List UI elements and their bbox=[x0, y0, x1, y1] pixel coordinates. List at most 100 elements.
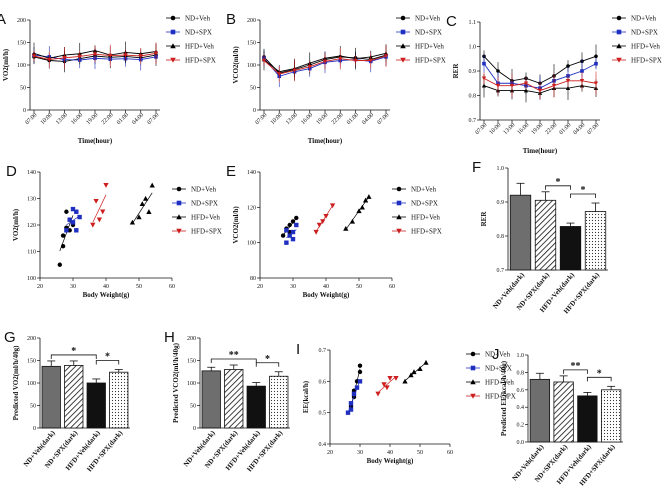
data-point bbox=[393, 376, 399, 381]
significance-label: * bbox=[581, 185, 586, 196]
data-point bbox=[74, 228, 79, 233]
data-point bbox=[375, 391, 381, 397]
y-axis-title: VCO2(ml/h) bbox=[232, 206, 240, 244]
data-point bbox=[565, 85, 571, 90]
data-point bbox=[92, 52, 98, 57]
data-point bbox=[287, 222, 292, 228]
regression-line bbox=[132, 192, 153, 224]
y-axis-title: VO2(ml/h) bbox=[12, 208, 20, 241]
data-point bbox=[417, 366, 423, 371]
data-point bbox=[320, 219, 326, 225]
x-tick-label: 04:00 bbox=[131, 112, 145, 126]
panel-label: A bbox=[0, 11, 6, 28]
x-tick-label: 30 bbox=[357, 450, 363, 456]
data-point bbox=[423, 359, 429, 365]
data-point bbox=[357, 369, 363, 375]
x-tick-label: 10:00 bbox=[40, 112, 54, 126]
data-point bbox=[357, 379, 363, 384]
legend-label: HFD+SPX bbox=[191, 228, 222, 236]
y-tick-label: 0.8 bbox=[469, 94, 477, 100]
x-tick-label: 16:00 bbox=[70, 112, 84, 126]
data-point bbox=[290, 219, 296, 224]
data-point bbox=[77, 54, 82, 59]
bar bbox=[246, 385, 266, 429]
y-tick-label: 0.2 bbox=[517, 423, 525, 429]
panel-label: E bbox=[226, 163, 236, 180]
bar bbox=[553, 381, 574, 443]
data-point bbox=[537, 88, 543, 93]
data-point bbox=[313, 229, 319, 235]
y-tick-label: 0.4 bbox=[517, 405, 525, 411]
legend-label: HFD+Veh bbox=[415, 43, 444, 51]
panel-label: F bbox=[472, 159, 481, 176]
data-point bbox=[64, 228, 69, 233]
significance-label: * bbox=[105, 352, 110, 363]
x-tick-label: 07:00 bbox=[255, 112, 269, 126]
regression-line bbox=[315, 205, 333, 232]
legend-label: ND+SPX bbox=[485, 365, 512, 373]
data-point bbox=[496, 69, 500, 73]
x-tick-label: 30 bbox=[290, 284, 296, 290]
x-tick-label: 20 bbox=[37, 284, 43, 290]
legend-label: HFD+SPX bbox=[415, 57, 446, 65]
data-point bbox=[566, 64, 570, 68]
y-tick-label: 80 bbox=[250, 276, 256, 282]
bar bbox=[584, 211, 607, 271]
legend-label: ND+SPX bbox=[631, 29, 658, 37]
legend-marker bbox=[176, 214, 182, 220]
x-tick-label: 04:00 bbox=[573, 122, 587, 136]
data-point bbox=[368, 58, 373, 63]
data-point bbox=[284, 228, 289, 233]
y-tick-label: 100 bbox=[247, 63, 256, 69]
significance-label: ** bbox=[229, 350, 239, 361]
data-point bbox=[345, 410, 351, 415]
x-axis-title: Body Weight(g) bbox=[303, 291, 350, 299]
legend-marker bbox=[170, 29, 176, 35]
significance-label: * bbox=[556, 177, 561, 188]
legend-label: HFD+SPX bbox=[411, 228, 442, 236]
legend-marker bbox=[396, 228, 402, 234]
legend-label: ND+Veh bbox=[185, 15, 210, 23]
x-axis-title: Time(hour) bbox=[308, 137, 343, 145]
panel-D: D 100 110 120 130 140 VO2(ml/h) 20 30 40 50 60 Body … bbox=[6, 163, 222, 299]
data-point bbox=[353, 58, 358, 63]
bar bbox=[269, 375, 289, 429]
x-tick-label: 04:00 bbox=[361, 112, 375, 126]
data-point bbox=[359, 204, 365, 210]
significance-label: * bbox=[71, 346, 76, 357]
legend-label: HFD+Veh bbox=[185, 43, 214, 51]
y-tick-label: 0.0 bbox=[517, 440, 525, 446]
data-point bbox=[100, 209, 106, 215]
y-tick-label: 200 bbox=[17, 18, 26, 24]
data-point bbox=[123, 53, 128, 58]
y-tick-label: 140 bbox=[27, 170, 36, 176]
legend-marker bbox=[616, 15, 622, 21]
x-tick-label: 07:00 bbox=[475, 122, 489, 136]
y-tick-label: 50 bbox=[190, 404, 196, 410]
y-tick-label: 150 bbox=[27, 359, 36, 365]
y-tick-label: 120 bbox=[27, 223, 36, 229]
data-point bbox=[290, 236, 296, 242]
data-point bbox=[149, 182, 155, 188]
data-point bbox=[77, 214, 82, 220]
bar bbox=[201, 370, 221, 429]
x-tick-label: 07:00 bbox=[377, 112, 391, 126]
legend-marker bbox=[170, 57, 176, 63]
bar bbox=[577, 395, 598, 443]
data-point bbox=[348, 401, 354, 406]
data-point bbox=[280, 233, 286, 238]
y-axis-title: EE(kcal/h) bbox=[302, 380, 310, 413]
y-tick-label: 200 bbox=[247, 18, 256, 24]
significance-bracket bbox=[50, 354, 97, 359]
y-tick-label: 200 bbox=[27, 336, 36, 342]
x-tick-label: 10:00 bbox=[489, 122, 503, 136]
x-tick-label: 19:00 bbox=[316, 112, 330, 126]
significance-bracket bbox=[210, 358, 257, 363]
data-point bbox=[62, 56, 67, 60]
data-point bbox=[354, 385, 360, 390]
legend-marker bbox=[616, 43, 622, 49]
y-axis-title: VCO2(ml/h) bbox=[232, 46, 240, 84]
